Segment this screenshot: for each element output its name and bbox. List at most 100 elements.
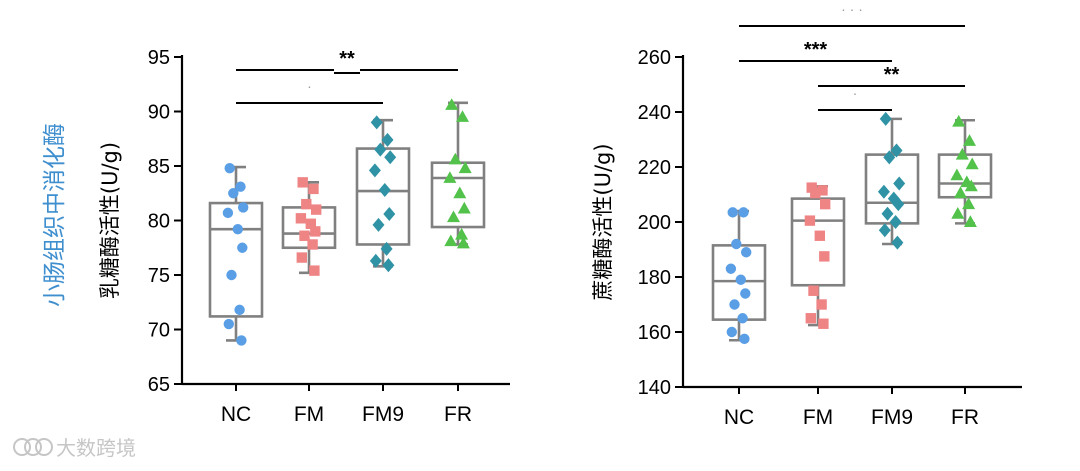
data-point bbox=[238, 202, 249, 213]
data-point bbox=[741, 247, 752, 258]
data-point bbox=[965, 157, 979, 170]
data-point bbox=[804, 215, 816, 226]
data-point bbox=[814, 230, 825, 241]
x-tick-label-fr: FR bbox=[444, 403, 472, 426]
watermark: 大数跨境 bbox=[13, 436, 136, 460]
data-point bbox=[725, 263, 737, 274]
data-point bbox=[818, 318, 829, 329]
y-tick-label-200: 200 bbox=[638, 212, 671, 234]
y-tick-label-80: 80 bbox=[148, 211, 170, 233]
y-tick-label-75: 75 bbox=[148, 265, 170, 287]
data-point bbox=[236, 335, 247, 346]
y-tick-label-140: 140 bbox=[638, 377, 671, 399]
x-tick-label-fm9: FM9 bbox=[362, 403, 404, 426]
x-tick-label-fm: FM bbox=[803, 406, 833, 429]
data-point bbox=[444, 234, 458, 247]
watermark-logo-icon bbox=[13, 438, 53, 456]
y-tick-label-260: 260 bbox=[638, 47, 671, 69]
box-group-fm bbox=[790, 182, 846, 329]
data-point bbox=[735, 274, 746, 285]
significance-label: ** bbox=[884, 64, 900, 86]
data-point bbox=[964, 179, 978, 192]
y-tick-label-70: 70 bbox=[148, 320, 170, 342]
data-point bbox=[370, 115, 383, 130]
data-point bbox=[456, 236, 470, 249]
data-point bbox=[740, 288, 751, 299]
data-point bbox=[883, 150, 896, 165]
data-point bbox=[222, 207, 234, 219]
data-point bbox=[808, 285, 819, 296]
data-point bbox=[372, 217, 385, 232]
y-tick-label-220: 220 bbox=[638, 157, 671, 179]
y-tick-label-85: 85 bbox=[148, 156, 170, 178]
y-axis-title-lactase: 乳糖酶活性(U/g) bbox=[98, 142, 122, 299]
data-point bbox=[445, 98, 459, 110]
box-iqr bbox=[790, 197, 846, 287]
data-point bbox=[224, 162, 235, 174]
data-point bbox=[816, 299, 827, 310]
significance-label: · bbox=[307, 78, 312, 94]
chart-sucrase: 140 160 180 200 220 240 260 NC FM FM9 FR 蔗糖酶活性(U/g)… bbox=[591, 1, 1022, 429]
data-point bbox=[891, 235, 904, 250]
data-point bbox=[955, 147, 969, 160]
y-tick-label-160: 160 bbox=[638, 322, 671, 344]
data-point bbox=[892, 197, 905, 212]
data-point bbox=[453, 186, 467, 199]
data-point bbox=[729, 299, 740, 310]
data-point bbox=[819, 251, 830, 262]
data-point bbox=[368, 163, 381, 178]
data-point bbox=[384, 150, 397, 165]
data-point bbox=[952, 114, 966, 127]
significance-label: ** bbox=[339, 48, 355, 70]
significance-nc-fm9: · bbox=[236, 78, 383, 104]
data-point bbox=[235, 181, 246, 192]
y-tick-label-90: 90 bbox=[148, 102, 170, 124]
y-tick-label-65: 65 bbox=[148, 374, 170, 396]
data-point bbox=[726, 326, 737, 338]
box-group-nc bbox=[208, 162, 264, 346]
data-point bbox=[307, 239, 318, 250]
x-tick-label-nc: NC bbox=[221, 403, 251, 426]
y-tick-label-240: 240 bbox=[638, 102, 671, 124]
box-iqr bbox=[208, 201, 264, 318]
data-point bbox=[226, 269, 237, 281]
data-point bbox=[963, 215, 977, 227]
x-tick-label-fm: FM bbox=[294, 403, 324, 426]
data-point bbox=[309, 265, 320, 276]
x-tick-label-fr: FR bbox=[951, 406, 979, 429]
y-tick-label-180: 180 bbox=[638, 267, 671, 289]
data-point bbox=[369, 253, 382, 268]
data-point bbox=[456, 110, 469, 122]
data-point bbox=[232, 224, 243, 235]
box-iqr bbox=[355, 147, 411, 246]
data-point bbox=[297, 177, 308, 188]
data-point bbox=[962, 197, 976, 210]
data-point bbox=[820, 198, 831, 210]
data-point bbox=[727, 207, 738, 218]
data-point bbox=[893, 176, 906, 191]
data-point bbox=[951, 206, 965, 219]
significance-fm-fr: ** bbox=[818, 64, 965, 87]
data-point bbox=[887, 191, 900, 206]
data-point bbox=[448, 152, 462, 165]
data-point bbox=[308, 183, 319, 195]
watermark-text: 大数跨境 bbox=[56, 436, 136, 460]
data-point bbox=[228, 188, 239, 199]
x-tick-label-fm9: FM9 bbox=[871, 406, 913, 429]
data-point bbox=[739, 333, 750, 345]
data-point bbox=[738, 207, 749, 218]
data-point bbox=[963, 134, 976, 146]
data-point bbox=[374, 142, 387, 157]
significance-fm-fm9: · bbox=[818, 85, 892, 111]
data-point bbox=[455, 227, 469, 240]
data-point bbox=[954, 186, 967, 199]
data-point bbox=[458, 161, 472, 174]
data-point bbox=[301, 198, 312, 210]
data-point bbox=[305, 218, 316, 229]
data-point bbox=[878, 223, 891, 238]
data-point bbox=[223, 318, 234, 330]
data-point bbox=[296, 252, 307, 263]
data-point bbox=[810, 187, 821, 199]
data-point bbox=[234, 304, 245, 316]
y-axis-title-sucrase: 蔗糖酶活性(U/g) bbox=[591, 143, 615, 300]
